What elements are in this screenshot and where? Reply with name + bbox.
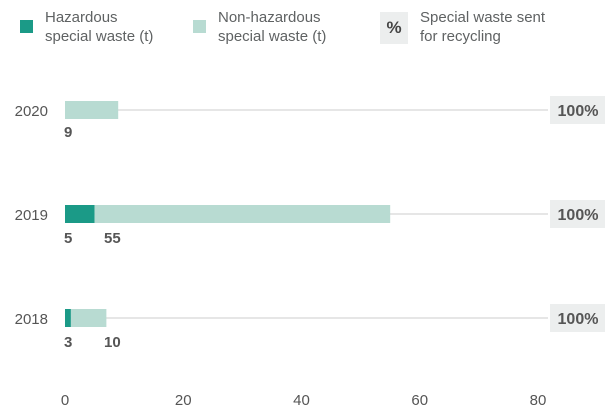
- percent-label-2019: 100%: [558, 207, 599, 224]
- value-label-2018-0: 3: [64, 334, 72, 351]
- x-tick-label-20: 20: [175, 392, 192, 409]
- value-label-2019-1: 55: [104, 230, 121, 247]
- legend-label-non-hazardous: Non-hazardous special waste (t): [218, 9, 327, 45]
- x-tick-label-60: 60: [411, 392, 428, 409]
- percent-label-2020: 100%: [558, 103, 599, 120]
- legend-non-hazardous: Non-hazardous special waste (t): [193, 8, 326, 46]
- legend-hazardous: Hazardous special waste (t): [20, 8, 153, 46]
- bar-non-hazardous-2020: [65, 101, 119, 119]
- year-label-2019: 2019: [15, 207, 48, 224]
- bar-non-hazardous-2018: [70, 309, 107, 327]
- value-label-2020-0: 9: [64, 124, 72, 141]
- x-tick-label-0: 0: [61, 392, 69, 409]
- year-label-2020: 2020: [15, 103, 48, 120]
- x-tick-label-80: 80: [530, 392, 547, 409]
- percent-icon: %: [380, 12, 408, 44]
- legend-label-hazardous: Hazardous special waste (t): [45, 9, 154, 45]
- legend-recycling: % Special waste sent for recycling: [380, 8, 545, 46]
- year-label-2018: 2018: [15, 311, 48, 328]
- legend-swatch-non-hazardous: [193, 20, 206, 33]
- percent-badge-2020: [550, 96, 605, 124]
- percent-badge-2018: [550, 304, 605, 332]
- value-label-2018-1: 10: [104, 334, 121, 351]
- x-tick-label-40: 40: [293, 392, 310, 409]
- bar-hazardous-2018: [65, 309, 71, 327]
- percent-badge-2019: [550, 200, 605, 228]
- legend-swatch-hazardous: [20, 20, 33, 33]
- bar-hazardous-2019: [65, 205, 95, 223]
- bar-non-hazardous-2019: [94, 205, 391, 223]
- percent-label-2018: 100%: [558, 311, 599, 328]
- value-label-2019-0: 5: [64, 230, 72, 247]
- legend-label-recycling: Special waste sent for recycling: [420, 9, 546, 45]
